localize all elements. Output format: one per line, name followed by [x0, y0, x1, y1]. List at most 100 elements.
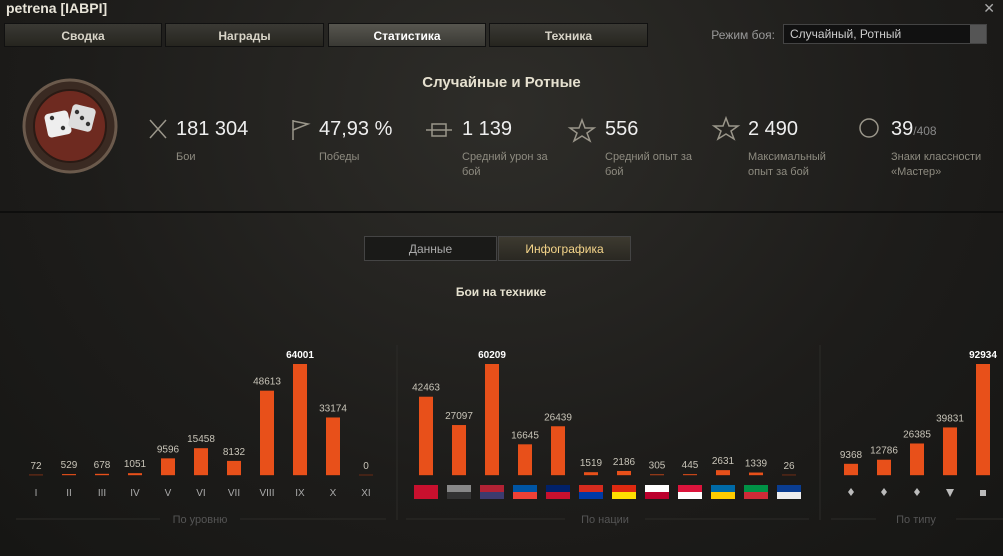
flag	[645, 492, 669, 499]
flag	[579, 492, 603, 499]
value-label: 26385	[903, 429, 931, 440]
window-title: petrena [IABPI]	[6, 0, 108, 16]
bar	[95, 473, 109, 475]
flag	[480, 485, 504, 492]
bar	[716, 470, 730, 475]
flag	[612, 492, 636, 499]
bar	[194, 448, 208, 475]
bar	[650, 474, 664, 475]
stat-value: 556	[605, 118, 639, 140]
flag	[777, 492, 801, 499]
value-label: 305	[649, 460, 666, 471]
stat-total: /408	[913, 124, 937, 138]
value-label: 26439	[544, 412, 572, 423]
value-label: 529	[61, 460, 78, 471]
bar	[128, 473, 142, 475]
flag	[513, 492, 537, 499]
category-label: III	[98, 488, 106, 499]
category-label: X	[330, 488, 337, 499]
bar	[943, 427, 957, 475]
category-label: VI	[196, 488, 205, 499]
bar	[617, 470, 631, 475]
bar	[260, 390, 274, 475]
bar	[227, 460, 241, 475]
bar	[326, 417, 340, 475]
bar	[749, 472, 763, 475]
stat-label: Средний урон за бой	[462, 151, 548, 178]
flag	[414, 485, 438, 492]
flag	[744, 492, 768, 499]
value-label: 42463	[412, 383, 440, 394]
value-label: 92934	[969, 350, 997, 361]
value-label: 0	[363, 461, 369, 472]
flag	[711, 485, 735, 492]
flag	[480, 492, 504, 499]
category-label: VIII	[259, 488, 274, 499]
category-label: VII	[228, 488, 240, 499]
category-label: I	[35, 488, 38, 499]
value-label: 1519	[580, 458, 603, 469]
tab[interactable]: Техника	[489, 23, 648, 47]
stat-value: 47,93 %	[319, 118, 393, 140]
type-icon	[848, 488, 854, 496]
bar	[877, 459, 891, 475]
close-button[interactable]: ✕	[983, 0, 995, 16]
value-label: 39831	[936, 413, 964, 424]
toggle[interactable]: Инфографика	[498, 236, 631, 261]
bar	[518, 444, 532, 475]
group-label: По нации	[581, 514, 629, 526]
section-title: Случайные и Ротные	[422, 74, 581, 91]
bar	[844, 463, 858, 475]
bar	[551, 426, 565, 475]
stat-value: 1 139	[462, 118, 513, 140]
type-icon	[946, 489, 954, 497]
stat-value: 2 490	[748, 118, 799, 140]
value-label: 678	[94, 460, 111, 471]
value-label: 33174	[319, 403, 347, 414]
type-icon	[914, 488, 920, 496]
mode-value: Случайный, Ротный	[790, 27, 902, 41]
bar	[293, 364, 307, 475]
bar	[452, 425, 466, 475]
flag	[678, 485, 702, 492]
group-label: По уровню	[173, 514, 228, 526]
category-label: XI	[361, 488, 370, 499]
flag	[447, 492, 471, 499]
category-label: IX	[295, 488, 305, 499]
category-label: IV	[130, 488, 140, 499]
value-label: 2186	[613, 457, 636, 468]
value-label: 48613	[253, 377, 281, 388]
bar	[584, 472, 598, 475]
value-label: 60209	[478, 350, 506, 361]
bar	[161, 458, 175, 475]
type-icon	[980, 490, 986, 496]
tab[interactable]: Статистика	[328, 23, 486, 47]
stat-label: Максимальный опыт за бой	[748, 151, 826, 178]
flag	[711, 492, 735, 499]
tab[interactable]: Сводка	[4, 23, 162, 47]
flag	[612, 485, 636, 492]
bar	[419, 396, 433, 475]
flag	[447, 485, 471, 492]
tab[interactable]: Награды	[165, 23, 324, 47]
flag	[744, 485, 768, 492]
stat-label: Средний опыт за бой	[605, 151, 693, 178]
mode-dropdown[interactable]: Случайный, Ротный	[783, 24, 987, 44]
value-label: 8132	[223, 447, 246, 458]
bar	[976, 364, 990, 475]
value-label: 16645	[511, 430, 539, 441]
toggle[interactable]: Данные	[364, 236, 497, 261]
value-label: 72	[30, 461, 42, 472]
stat-value-main: 39	[891, 118, 914, 140]
stat-label: Победы	[319, 151, 360, 163]
flag	[513, 485, 537, 492]
type-icon	[881, 488, 887, 496]
stat-label: Бои	[176, 151, 196, 163]
flag	[645, 485, 669, 492]
value-label: 64001	[286, 350, 314, 361]
bar	[485, 364, 499, 475]
stat-label: Знаки классности «Мастер»	[891, 151, 982, 178]
